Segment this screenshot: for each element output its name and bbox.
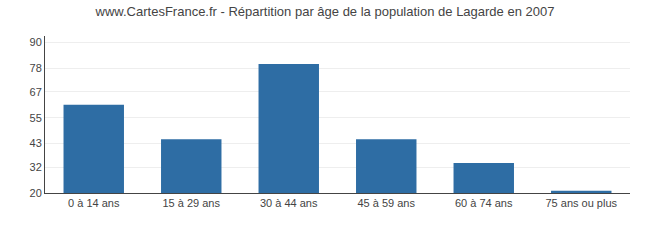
svg-text:20: 20 bbox=[30, 187, 42, 199]
svg-text:30 à 44 ans: 30 à 44 ans bbox=[260, 197, 318, 209]
svg-text:32: 32 bbox=[30, 161, 42, 173]
svg-text:55: 55 bbox=[30, 112, 42, 124]
svg-text:43: 43 bbox=[30, 137, 42, 149]
svg-text:78: 78 bbox=[30, 62, 42, 74]
svg-text:www.CartesFrance.fr - Répartit: www.CartesFrance.fr - Répartition par âg… bbox=[95, 4, 555, 19]
svg-text:75 ans ou plus: 75 ans ou plus bbox=[545, 197, 617, 209]
svg-text:15 à 29 ans: 15 à 29 ans bbox=[163, 197, 221, 209]
svg-text:0 à 14 ans: 0 à 14 ans bbox=[68, 197, 120, 209]
svg-text:67: 67 bbox=[30, 86, 42, 98]
svg-text:90: 90 bbox=[30, 36, 42, 48]
svg-text:45 à 59 ans: 45 à 59 ans bbox=[358, 197, 416, 209]
svg-text:60 à 74 ans: 60 à 74 ans bbox=[455, 197, 513, 209]
